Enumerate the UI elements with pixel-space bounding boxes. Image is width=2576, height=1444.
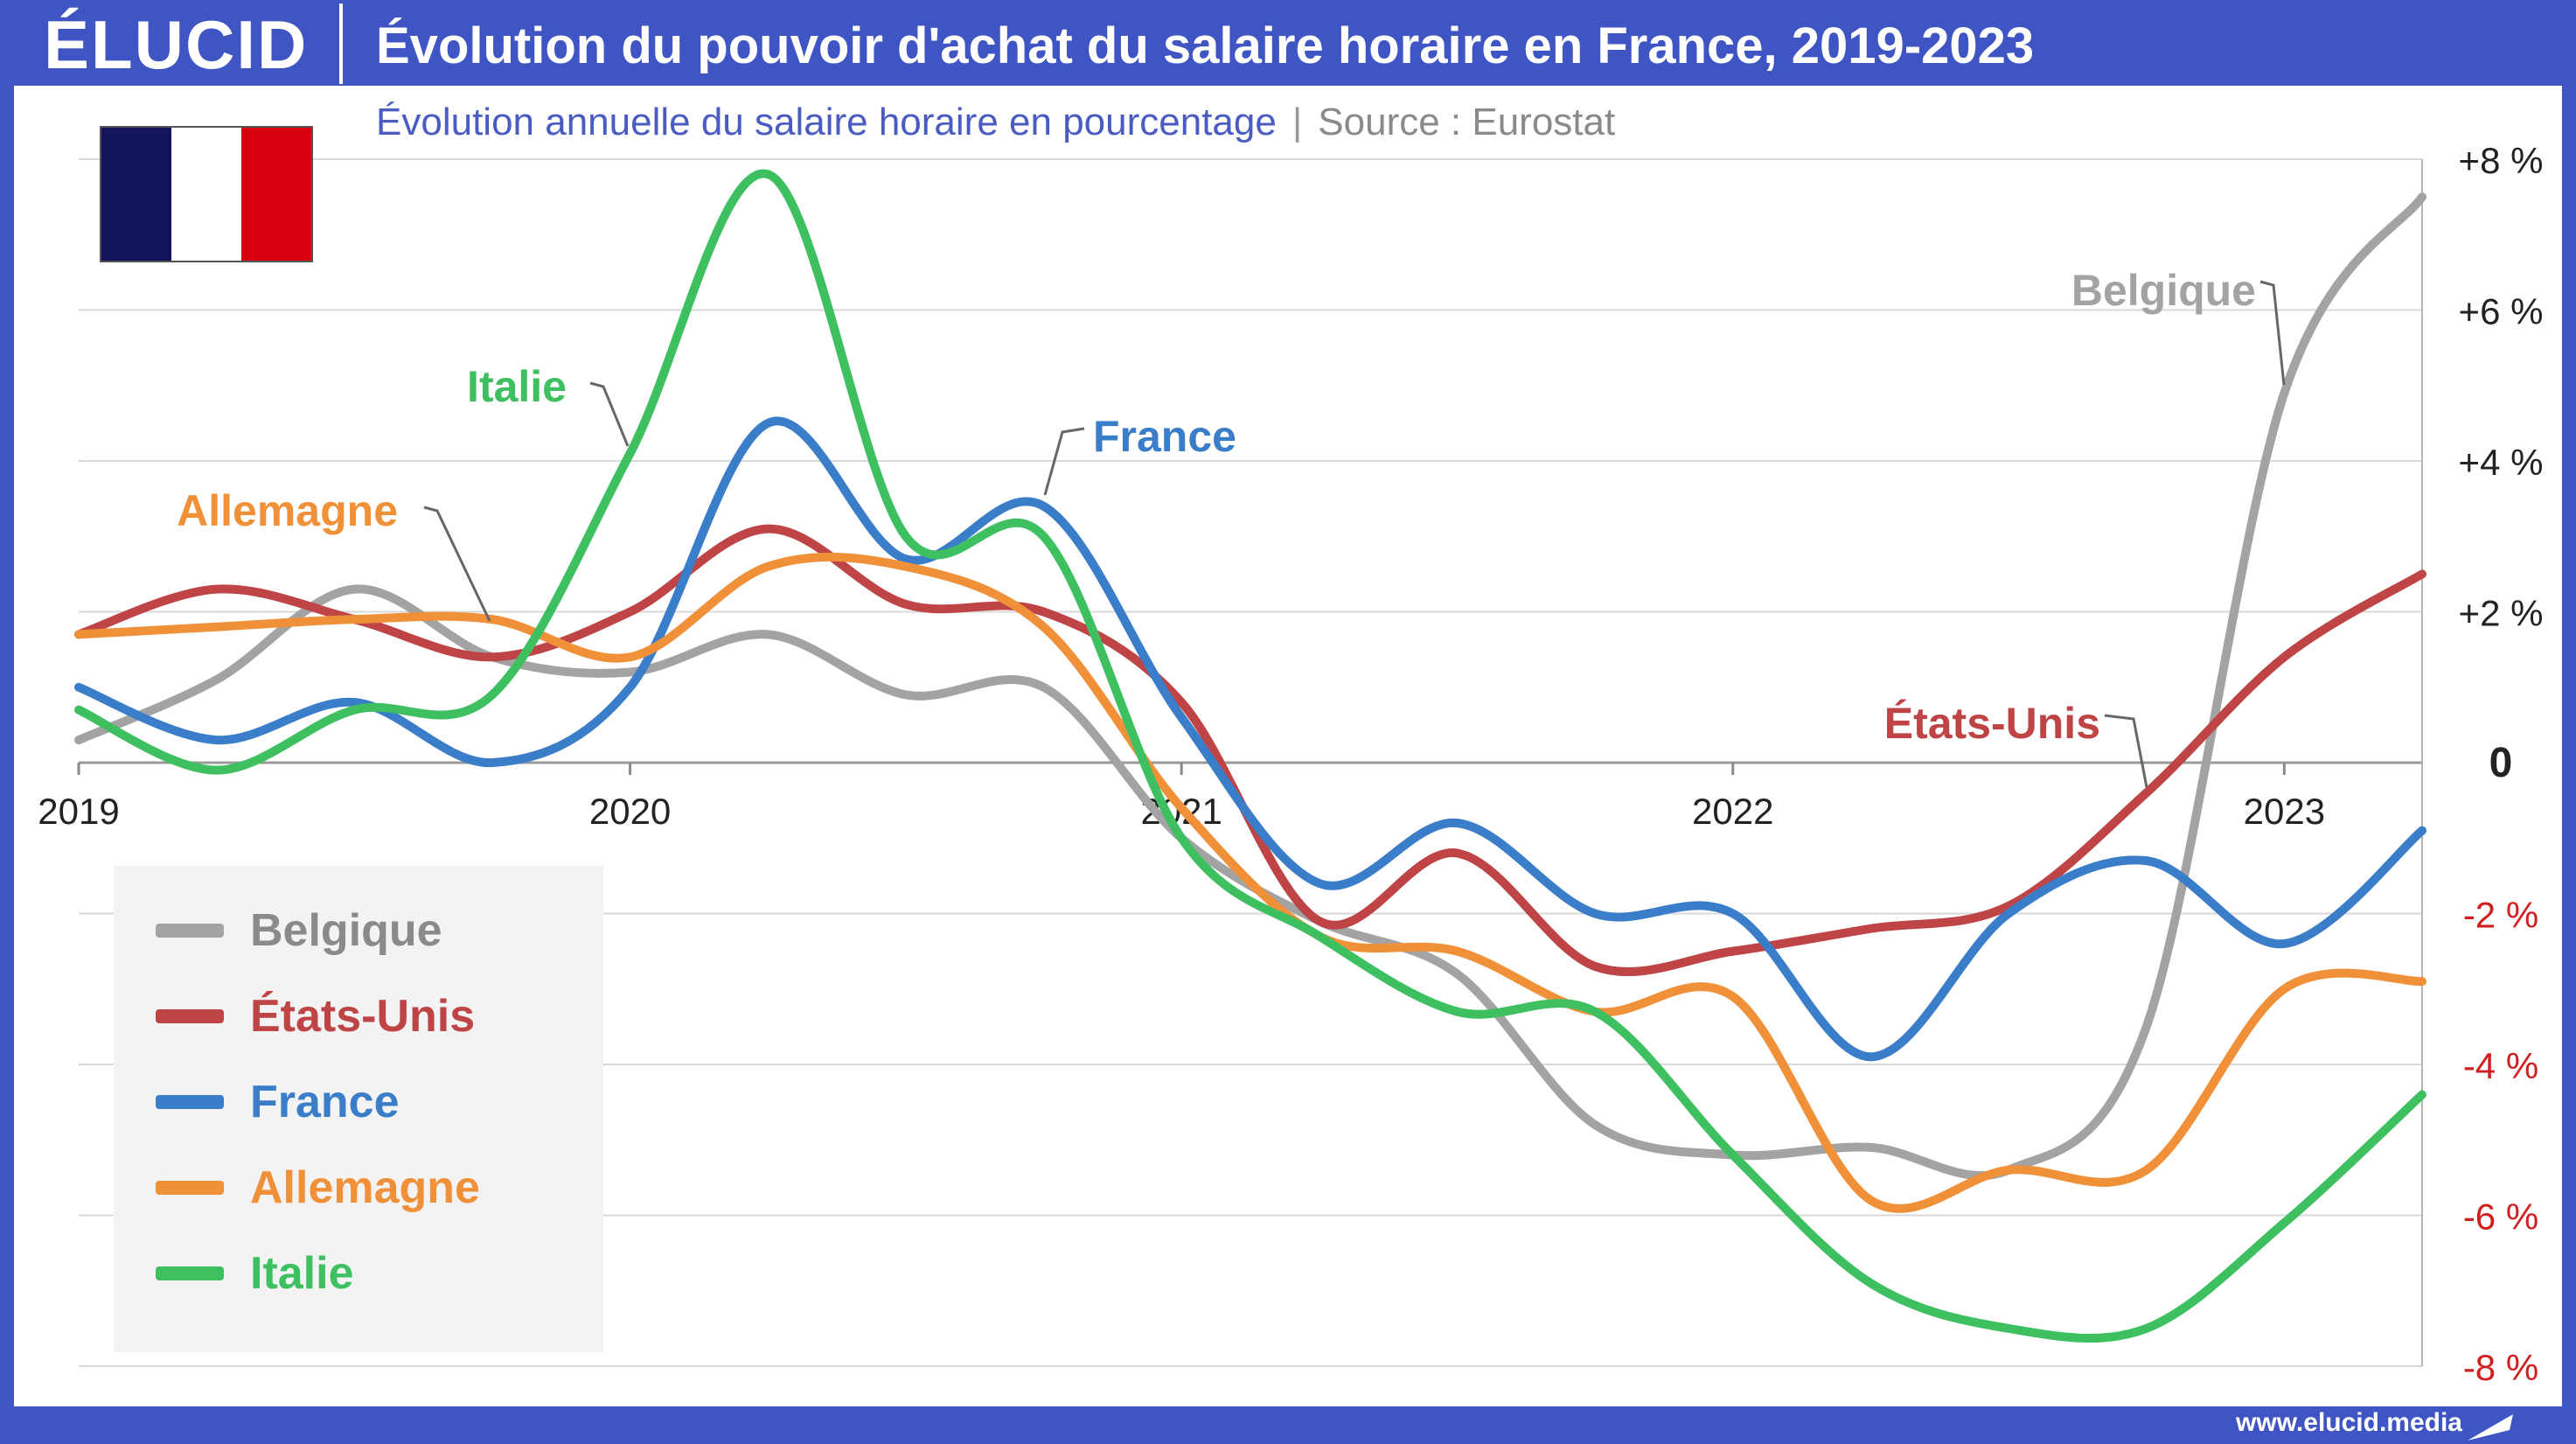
x-tick-label: 2020: [589, 791, 671, 832]
callout-line-etats-unis: [2104, 714, 2148, 788]
callout-label-etats-unis: États-Unis: [1884, 699, 2100, 748]
series-lines: [74, 169, 2426, 1343]
flag-stripe-red: [241, 128, 311, 261]
header-bar: ÉLUCID Évolution du pouvoir d'achat du s…: [0, 0, 2576, 86]
header-divider: [339, 3, 343, 84]
callout-line-allemagne: [423, 506, 491, 622]
series-line-etats-unis: [74, 524, 2426, 977]
chart-subtitle: Évolution annuelle du salaire horaire en…: [376, 94, 1615, 150]
chart-legend: Belgique États-Unis France Allemagne Italie: [114, 866, 603, 1352]
legend-swatch: [156, 924, 224, 938]
callout-line-belgique: [2259, 280, 2286, 386]
y-tick-label: 0: [2489, 740, 2513, 786]
flag-stripe-white: [171, 128, 241, 261]
callout-label-belgique: Belgique: [2071, 266, 2256, 315]
y-tick-label: -8 %: [2463, 1347, 2538, 1388]
x-tick-label: 2019: [38, 791, 119, 832]
y-tick-label: -2 %: [2463, 895, 2538, 936]
legend-swatch: [156, 1266, 224, 1280]
legend-swatch: [156, 1009, 224, 1023]
legend-item-france: France: [156, 1060, 400, 1144]
x-tick-label: 2023: [2244, 791, 2325, 832]
y-tick-label: -6 %: [2463, 1196, 2538, 1238]
legend-label: Italie: [250, 1248, 354, 1299]
legend-swatch: [156, 1095, 224, 1109]
y-tick-label: +2 %: [2459, 593, 2544, 634]
y-tick-label: +8 %: [2459, 140, 2544, 181]
france-flag: [100, 126, 313, 262]
callout-label-france: France: [1093, 412, 1236, 461]
callout-label-italie: Italie: [467, 362, 567, 411]
y-tick-label: +4 %: [2459, 442, 2544, 483]
series-line-italie: [74, 169, 2426, 1343]
callout-line-italie: [589, 381, 630, 447]
callout-line-france: [1043, 427, 1085, 496]
source-text: Source : Eurostat: [1318, 101, 1616, 143]
axes: +8 % +6 % +4 % +2 % 0 -2 % -4 % -6 % -8 % 2019 202…: [38, 140, 2543, 1388]
series-line-france: [74, 416, 2426, 1062]
footer-url: www.elucid.media: [2236, 1408, 2462, 1437]
legend-item-belgique: Belgique: [156, 889, 442, 973]
legend-label: Allemagne: [250, 1162, 480, 1213]
callout-label-allemagne: Allemagne: [177, 486, 398, 535]
legend-item-allemagne: Allemagne: [156, 1146, 480, 1230]
y-tick-label: -4 %: [2463, 1045, 2538, 1086]
legend-swatch: [156, 1181, 224, 1195]
subtitle-separator: |: [1291, 101, 1303, 143]
legend-item-italie: Italie: [156, 1231, 354, 1315]
legend-item-etats-unis: États-Unis: [156, 974, 475, 1058]
series-annotations: Belgique États-Unis France Allemagne Italie: [177, 266, 2286, 788]
flag-stripe-blue: [101, 128, 171, 261]
page-title: Évolution du pouvoir d'achat du salaire …: [376, 17, 2035, 74]
x-tick-label: 2022: [1692, 791, 1773, 832]
subtitle-text: Évolution annuelle du salaire horaire en…: [376, 101, 1277, 143]
brand-logo: ÉLUCID: [44, 6, 309, 83]
elucid-arrow-icon: [2468, 1414, 2513, 1441]
legend-label: France: [250, 1077, 400, 1127]
legend-label: Belgique: [250, 905, 442, 956]
legend-label: États-Unis: [250, 991, 476, 1042]
y-tick-label: +6 %: [2459, 291, 2544, 332]
